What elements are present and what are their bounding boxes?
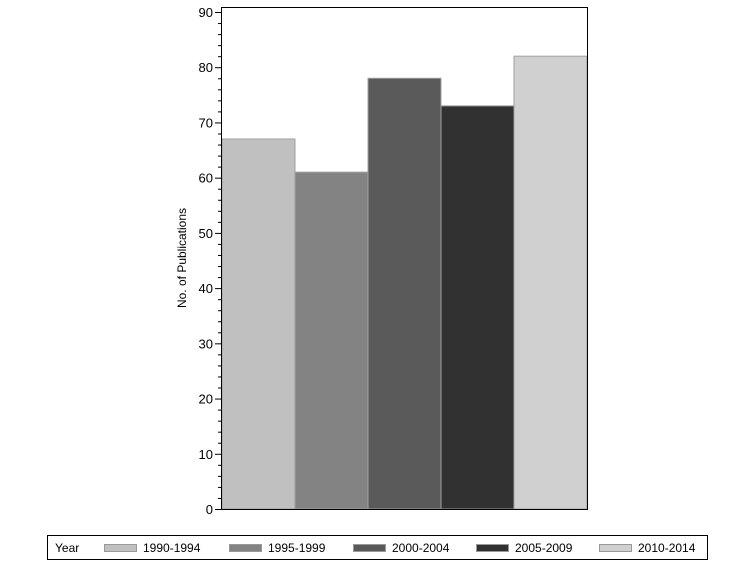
legend: Year 1990-1994 1995-1999 2000-2004 2005-200… xyxy=(47,535,708,560)
legend-item: 2000-2004 xyxy=(353,541,449,555)
y-tick-label: 0 xyxy=(206,502,213,517)
y-axis: 0 10 20 30 40 50 60 70 80 90 xyxy=(199,5,221,517)
legend-swatch xyxy=(599,544,632,552)
bars xyxy=(221,55,588,510)
legend-item: 2010-2014 xyxy=(599,541,695,555)
y-tick-label: 60 xyxy=(199,171,213,186)
legend-title: Year xyxy=(55,541,80,555)
legend-item: 1995-1999 xyxy=(229,541,325,555)
legend-label: 2010-2014 xyxy=(638,541,696,555)
legend-label: 1990-1994 xyxy=(143,541,201,555)
legend-swatch xyxy=(104,544,137,552)
bar-2000-2004 xyxy=(367,77,442,510)
legend-label: 2005-2009 xyxy=(515,541,573,555)
legend-swatch xyxy=(353,544,386,552)
y-tick-label: 50 xyxy=(199,226,213,241)
legend-item: 1990-1994 xyxy=(104,541,200,555)
legend-swatch xyxy=(229,544,262,552)
legend-label: 2000-2004 xyxy=(392,541,450,555)
y-axis-label: No. of Publications xyxy=(175,208,189,308)
plot-frame xyxy=(221,7,588,510)
y-tick-label: 40 xyxy=(199,281,213,296)
legend-item: 2005-2009 xyxy=(476,541,572,555)
legend-label: 1995-1999 xyxy=(268,541,326,555)
y-tick-label: 80 xyxy=(199,60,213,75)
bar-1995-1999 xyxy=(294,171,369,510)
y-tick-label: 20 xyxy=(199,392,213,407)
y-tick-label: 10 xyxy=(199,447,213,462)
bar-1990-1994 xyxy=(221,138,296,510)
y-tick-label: 30 xyxy=(199,336,213,351)
bar-2005-2009 xyxy=(440,105,515,510)
y-tick-label: 70 xyxy=(199,115,213,130)
bar-2010-2014 xyxy=(513,55,588,510)
y-tick-label: 90 xyxy=(199,5,213,20)
legend-swatch xyxy=(476,544,509,552)
